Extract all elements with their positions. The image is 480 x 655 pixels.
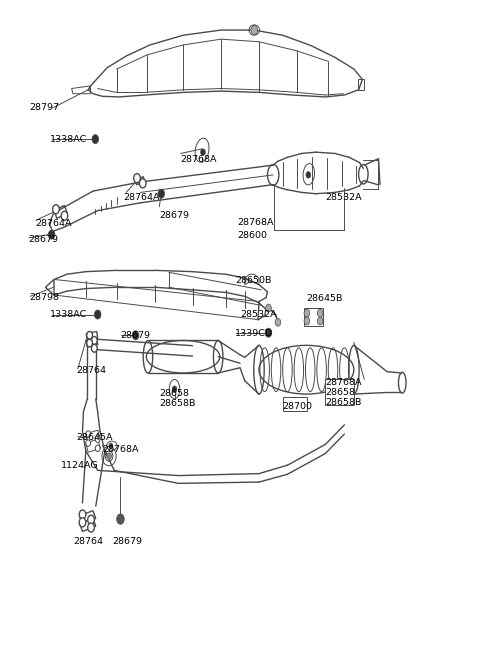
Circle shape: [265, 328, 272, 337]
Text: 28645B: 28645B: [306, 294, 343, 303]
Polygon shape: [86, 440, 100, 452]
Circle shape: [86, 440, 91, 446]
Text: 28532A: 28532A: [240, 310, 276, 319]
Text: 28768A: 28768A: [180, 155, 217, 164]
Text: 28797: 28797: [29, 103, 59, 113]
Text: 28764A: 28764A: [124, 193, 160, 202]
Text: 28764: 28764: [73, 537, 103, 546]
Circle shape: [251, 26, 258, 35]
Circle shape: [139, 179, 146, 188]
Text: 1339CD: 1339CD: [235, 329, 274, 339]
Circle shape: [265, 304, 271, 312]
Text: 28700: 28700: [283, 402, 312, 411]
Circle shape: [107, 453, 111, 459]
Text: 1338AC: 1338AC: [50, 135, 87, 143]
Text: 28764: 28764: [76, 366, 106, 375]
Bar: [325, 379, 354, 405]
Text: 28768A: 28768A: [102, 445, 139, 454]
Circle shape: [275, 318, 281, 326]
Circle shape: [92, 337, 97, 345]
Polygon shape: [80, 519, 96, 531]
Text: 28798: 28798: [29, 293, 59, 302]
Circle shape: [158, 189, 165, 198]
Circle shape: [88, 523, 95, 532]
Circle shape: [109, 443, 113, 448]
Circle shape: [134, 174, 140, 183]
Text: 28645A: 28645A: [76, 434, 113, 442]
Polygon shape: [86, 331, 97, 341]
Circle shape: [96, 436, 100, 442]
Text: 1338AC: 1338AC: [50, 310, 87, 319]
Circle shape: [87, 339, 93, 347]
Circle shape: [304, 309, 310, 317]
Text: 28679: 28679: [159, 212, 189, 220]
Text: 28650B: 28650B: [235, 276, 272, 285]
Circle shape: [87, 331, 93, 339]
Text: 28658: 28658: [325, 388, 355, 397]
Circle shape: [79, 510, 86, 519]
Circle shape: [117, 514, 124, 524]
Circle shape: [92, 135, 98, 143]
Circle shape: [306, 172, 311, 178]
Text: 28768A: 28768A: [238, 218, 274, 227]
Circle shape: [317, 309, 323, 317]
Circle shape: [96, 445, 100, 451]
Circle shape: [48, 230, 55, 239]
Text: 28658B: 28658B: [325, 398, 362, 407]
Circle shape: [317, 317, 323, 325]
Text: 28768A: 28768A: [325, 378, 362, 387]
Polygon shape: [46, 280, 54, 295]
Text: 28532A: 28532A: [325, 193, 362, 202]
Circle shape: [201, 149, 205, 155]
Circle shape: [304, 317, 310, 325]
Circle shape: [172, 386, 177, 392]
Polygon shape: [86, 430, 100, 443]
Circle shape: [95, 310, 101, 319]
Circle shape: [53, 205, 59, 214]
Polygon shape: [80, 511, 96, 523]
Circle shape: [61, 212, 68, 220]
Bar: [283, 397, 307, 411]
Polygon shape: [86, 338, 97, 347]
Text: 28600: 28600: [238, 231, 268, 240]
Text: 28658: 28658: [159, 389, 189, 398]
Text: 28679: 28679: [28, 234, 58, 244]
Circle shape: [88, 515, 95, 524]
Text: 28679: 28679: [112, 537, 142, 546]
Circle shape: [79, 518, 86, 527]
Circle shape: [86, 431, 91, 438]
Circle shape: [92, 345, 97, 352]
Text: 28658B: 28658B: [159, 399, 196, 408]
Circle shape: [132, 331, 139, 340]
Text: 28764A: 28764A: [35, 219, 72, 228]
Text: 28679: 28679: [120, 331, 150, 340]
Bar: [304, 308, 323, 326]
Text: 1124AG: 1124AG: [61, 460, 99, 470]
